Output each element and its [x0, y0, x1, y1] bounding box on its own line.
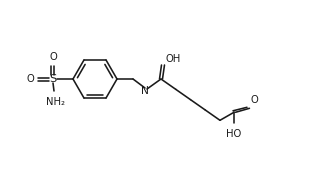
Text: O: O	[49, 52, 57, 62]
Text: HO: HO	[226, 129, 241, 139]
Text: O: O	[251, 95, 259, 105]
Text: O: O	[26, 74, 34, 84]
Text: N: N	[141, 86, 149, 96]
Text: OH: OH	[166, 54, 181, 64]
Text: S: S	[49, 74, 57, 84]
Text: NH₂: NH₂	[46, 97, 66, 107]
